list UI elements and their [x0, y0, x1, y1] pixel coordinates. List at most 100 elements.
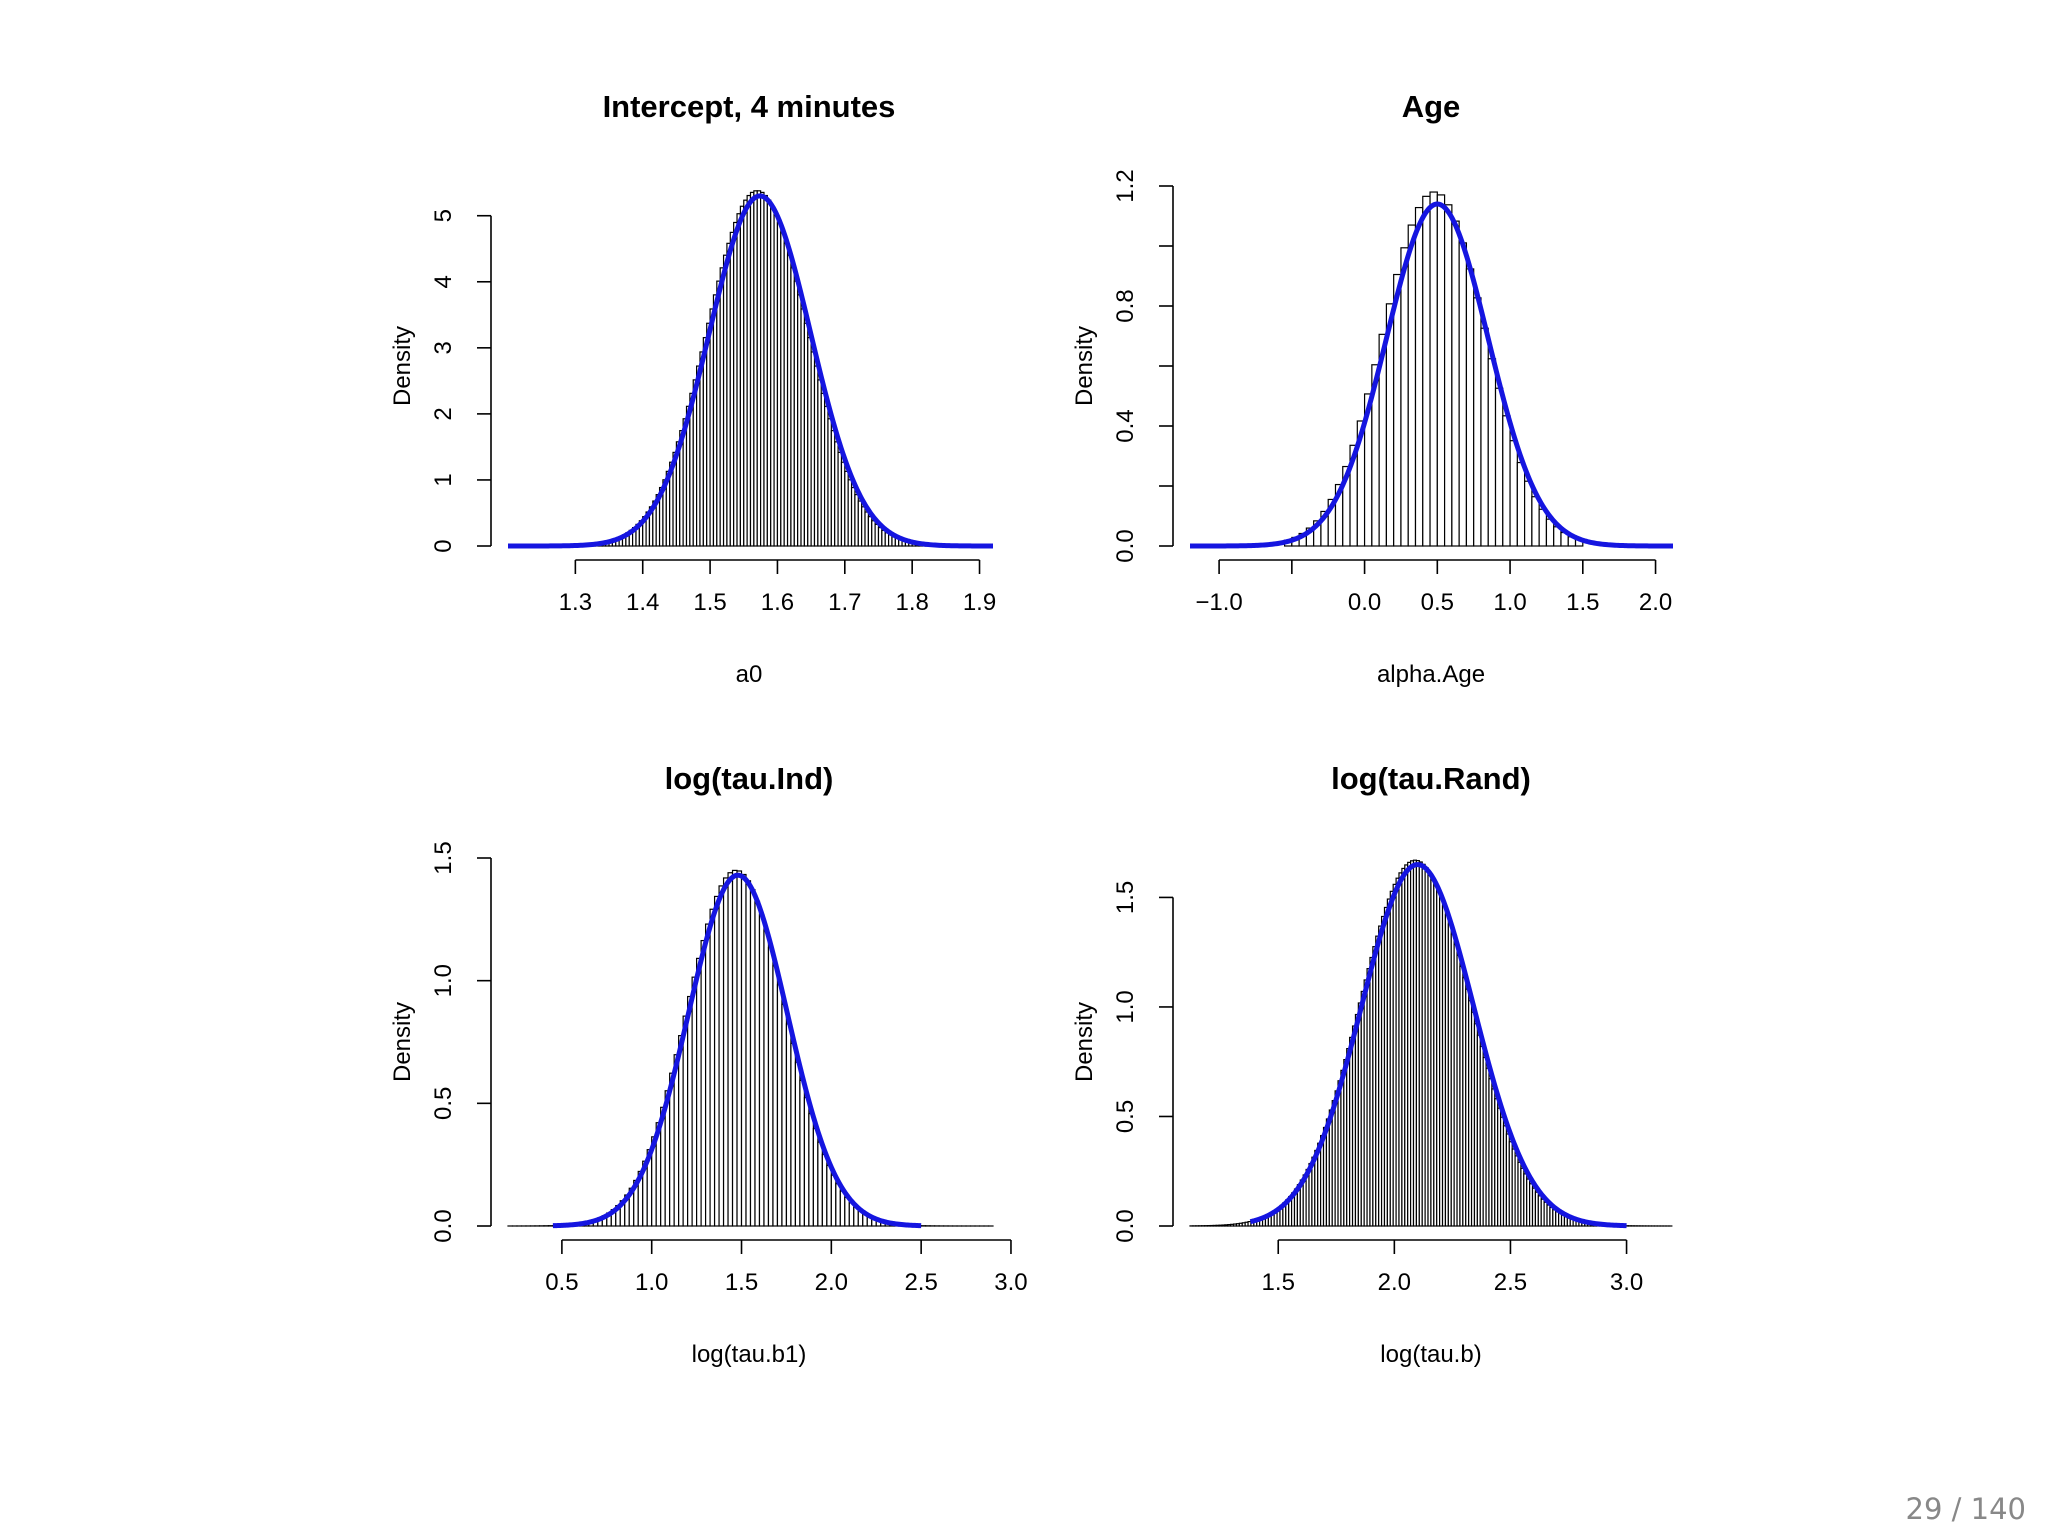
histogram-bar	[722, 877, 729, 1227]
density-curve	[551, 872, 923, 1229]
histogram-bar	[718, 885, 725, 1227]
y-axis-label: Density	[1071, 1002, 1098, 1082]
density-curve	[507, 193, 994, 549]
histogram-bar	[754, 900, 761, 1227]
y-tick-label: 0.0	[430, 1209, 457, 1242]
histogram-bar	[808, 1113, 814, 1227]
y-tick-label: 3	[430, 341, 457, 354]
histogram-bar	[817, 1141, 823, 1227]
histogram-bar	[700, 939, 707, 1227]
histogram-bar	[826, 1164, 832, 1227]
y-axis-label: Density	[389, 326, 416, 406]
histogram-bar	[1414, 206, 1424, 547]
x-axis-label: alpha.Age	[1377, 661, 1485, 688]
density-curve	[1249, 862, 1628, 1229]
histogram-bar	[687, 995, 693, 1227]
x-tick-label: 0.0	[1348, 589, 1381, 616]
histogram-bar	[758, 914, 765, 1227]
x-tick-label: 1.5	[1262, 1269, 1295, 1296]
y-tick-label: 2	[430, 407, 457, 420]
y-tick-label: 0.0	[1112, 1209, 1139, 1242]
histogram-bar	[785, 1023, 792, 1227]
x-axis-label: log(tau.b)	[1380, 1341, 1481, 1368]
histogram-bar	[1400, 247, 1409, 547]
x-tick-label: 1.9	[963, 589, 996, 616]
y-tick-label: 1.0	[430, 964, 457, 997]
histogram-bar	[745, 880, 752, 1227]
histogram-bar	[1509, 440, 1518, 547]
histogram-bar	[1473, 297, 1482, 547]
histogram-bar	[736, 870, 743, 1227]
x-tick-label: 1.5	[1566, 589, 1599, 616]
histogram-bar	[740, 873, 747, 1227]
histogram-bar	[704, 923, 711, 1227]
histogram-bar	[812, 1127, 819, 1227]
chart-panel-3: log(tau.Ind) 0.5 1.0 1.5 2.0 2.5 3.0 log(tau.b1…	[389, 761, 1028, 1368]
histogram-bar	[1436, 194, 1446, 547]
y-tick-label: 1.5	[430, 841, 457, 874]
chart-title: log(tau.Rand)	[1331, 761, 1531, 796]
histogram-bar	[794, 1061, 801, 1227]
y-tick-label: 0.5	[430, 1087, 457, 1120]
histogram-bar	[749, 889, 756, 1227]
y-tick-label: 4	[430, 275, 457, 288]
y-tick-label: 5	[430, 209, 457, 222]
histogram-bar	[1524, 480, 1533, 547]
x-tick-label: −1.0	[1195, 589, 1242, 616]
chart-title: log(tau.Ind)	[665, 761, 834, 796]
histogram-bar	[776, 984, 783, 1227]
x-tick-label: 2.5	[904, 1269, 937, 1296]
histogram-bar	[691, 976, 698, 1227]
chart-panel-2: Age −1.0 0.0 0.5 1.0 1.5 2.0 alpha.Age 0.0 0.4 0.8…	[1071, 89, 1674, 688]
histogram-bar	[803, 1096, 810, 1227]
histogram-bar	[821, 1153, 828, 1227]
x-tick-label: 1.0	[635, 1269, 668, 1296]
histogram-bar	[1516, 461, 1526, 547]
y-tick-label: 1	[430, 473, 457, 486]
histogram-bar	[727, 872, 734, 1227]
density-curve	[1189, 201, 1674, 549]
histogram-bar	[1494, 387, 1504, 547]
x-axis-label: log(tau.b1)	[692, 1341, 807, 1368]
histogram-bar	[790, 1042, 797, 1227]
x-tick-label: 2.0	[1639, 589, 1672, 616]
y-axis-label: Density	[1071, 326, 1098, 406]
page-number: 29 / 140	[1905, 1492, 2026, 1526]
histogram-bar	[709, 908, 716, 1227]
histogram-bar	[1538, 508, 1548, 547]
x-tick-label: 2.0	[1378, 1269, 1411, 1296]
chart-panel-1: Intercept, 4 minutes 1.3 1.4 1.5 1.6 1.7 1.8 1.…	[389, 89, 996, 688]
y-tick-label: 1.2	[1112, 169, 1139, 202]
histogram-bar	[1487, 358, 1497, 547]
x-tick-label: 1.6	[761, 589, 794, 616]
histogram-bar	[696, 957, 702, 1227]
y-tick-label: 0.0	[1112, 529, 1139, 562]
x-tick-label: 1.5	[693, 589, 726, 616]
x-tick-label: 0.5	[545, 1269, 578, 1296]
y-axis-label: Density	[389, 1002, 416, 1082]
histogram-bar	[1443, 204, 1453, 547]
x-tick-label: 3.0	[1610, 1269, 1643, 1296]
histogram-bar	[1531, 496, 1540, 547]
x-tick-label: 1.4	[626, 589, 659, 616]
histogram-bar	[1458, 242, 1468, 547]
x-tick-label: 2.0	[815, 1269, 848, 1296]
y-tick-label: 1.0	[1112, 990, 1139, 1023]
histogram-bar	[835, 1183, 841, 1227]
histogram-bar	[1429, 191, 1438, 547]
histogram-bar	[1407, 224, 1417, 547]
histogram-bar	[713, 895, 720, 1227]
x-tick-label: 1.0	[1493, 589, 1526, 616]
histogram-bar	[1393, 273, 1402, 547]
histogram-bar	[682, 1015, 689, 1227]
histogram-bar	[772, 965, 779, 1227]
histogram-bar	[830, 1174, 837, 1227]
y-tick-label: 0.5	[1112, 1100, 1139, 1133]
y-tick-label: 0.4	[1112, 409, 1139, 442]
histogram-bar	[781, 1003, 788, 1227]
x-tick-label: 3.0	[994, 1269, 1027, 1296]
x-tick-label: 2.5	[1494, 1269, 1527, 1296]
x-axis-label: a0	[736, 661, 763, 688]
histogram-bar	[799, 1079, 805, 1227]
